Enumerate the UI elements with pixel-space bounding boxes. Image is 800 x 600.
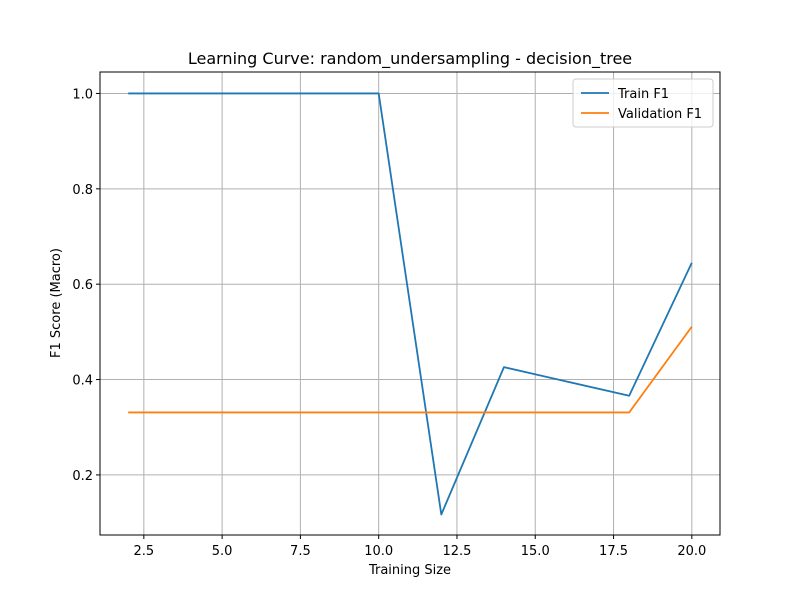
series-lines [128, 92, 693, 516]
x-tick-label: 2.5 [133, 544, 154, 559]
plot-frame [99, 71, 721, 536]
y-tick-label: 0.6 [72, 278, 93, 293]
x-tick-label: 7.5 [290, 544, 311, 559]
grid [100, 72, 720, 535]
legend: Train F1 Validation F1 [572, 78, 714, 128]
y-tick-label: 0.8 [72, 183, 93, 198]
axis-ticks: 2.5 5.0 7.5 10.0 12.5 15.0 17.5 20.0 0.2 0.4 0.6 0.… [72, 87, 706, 559]
chart-title: Learning Curve: random_undersampling - d… [188, 49, 632, 69]
y-tick-label: 1.0 [72, 87, 93, 102]
x-tick-label: 5.0 [212, 544, 233, 559]
y-tick-label: 0.4 [72, 374, 93, 389]
legend-box [572, 78, 714, 128]
x-tick-label: 20.0 [677, 544, 706, 559]
series-line-train-f1 [128, 92, 693, 516]
y-axis-label: F1 Score (Macro) [49, 248, 64, 358]
y-tick-label: 0.2 [72, 469, 93, 484]
x-tick-label: 10.0 [364, 544, 393, 559]
x-tick-label: 12.5 [442, 544, 471, 559]
x-axis-label: Training Size [368, 563, 451, 578]
series-line-validation-f1 [128, 326, 693, 414]
legend-label-train-f1: Train F1 [617, 87, 669, 102]
legend-label-validation-f1: Validation F1 [618, 107, 702, 122]
x-tick-label: 15.0 [521, 544, 550, 559]
x-tick-label: 17.5 [599, 544, 628, 559]
